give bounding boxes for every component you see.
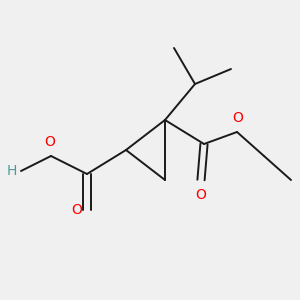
Text: O: O <box>44 135 55 149</box>
Text: H: H <box>6 164 16 178</box>
Text: O: O <box>196 188 206 203</box>
Text: O: O <box>72 203 83 217</box>
Text: O: O <box>232 111 243 125</box>
